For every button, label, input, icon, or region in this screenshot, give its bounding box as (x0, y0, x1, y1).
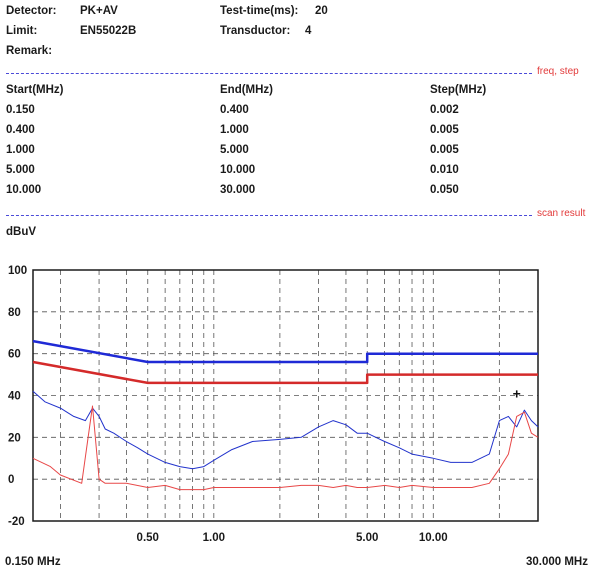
y-tick-labels: 100 80 60 40 20 0 -20 (8, 265, 27, 528)
row-step: 0.002 (430, 104, 459, 116)
y-tick-label: 0 (8, 474, 14, 486)
row-step: 0.050 (430, 184, 459, 196)
y-tick-label: 100 (8, 265, 27, 277)
emission-chart: + 100 80 60 40 20 0 -20 0.50 1.00 5.00 10.00 0.15… (5, 265, 588, 568)
chart-traces: + (32, 339, 539, 491)
freq-step-separator (6, 73, 532, 74)
row-start: 0.150 (6, 104, 35, 116)
row-step: 0.010 (430, 164, 459, 176)
freq-table-row: 5.000 10.000 0.010 (6, 164, 526, 182)
x-tick-label: 0.50 (137, 532, 159, 544)
x-end-label: 30.000 MHz (526, 556, 588, 568)
row-step: 0.005 (430, 144, 459, 156)
row-end: 0.400 (220, 104, 249, 116)
scan-result-separator (6, 215, 532, 216)
limit-av-line (32, 360, 538, 385)
y-tick-label: 20 (8, 432, 21, 444)
row-step: 0.005 (430, 124, 459, 136)
freq-table-row: 10.000 30.000 0.050 (6, 184, 526, 202)
freq-table-row: 0.400 1.000 0.005 (6, 124, 526, 142)
limit-value: EN55022B (80, 25, 137, 37)
header-step: Step(MHz) (430, 84, 487, 96)
row-end: 1.000 (220, 124, 249, 136)
row-start: 1.000 (6, 144, 35, 156)
limit-qp-line (32, 339, 538, 364)
row-start: 0.400 (6, 124, 35, 136)
detector-value: PK+AV (80, 5, 118, 17)
x-tick-label: 10.00 (419, 532, 448, 544)
x-tick-label: 1.00 (203, 532, 225, 544)
peak-trace-line (32, 390, 539, 470)
x-tick-labels: 0.50 1.00 5.00 10.00 (137, 532, 448, 544)
plot-frame (32, 269, 539, 522)
y-tick-label: 80 (8, 307, 21, 319)
peak-marker: + (513, 385, 521, 401)
y-tick-label: 60 (8, 349, 21, 361)
header-start: Start(MHz) (6, 84, 64, 96)
row-end: 30.000 (220, 184, 256, 196)
row-end: 10.000 (220, 164, 256, 176)
y-unit-label: dBuV (6, 226, 37, 238)
freq-table-header: Start(MHz) End(MHz) Step(MHz) (6, 84, 526, 102)
x-tick-label: 5.00 (356, 532, 378, 544)
testtime-value: 20 (315, 5, 328, 17)
chart-grid (33, 270, 538, 521)
x-start-label: 0.150 MHz (5, 556, 61, 568)
freq-step-label: freq, step (537, 66, 579, 77)
limit-label: Limit: (6, 25, 38, 37)
y-tick-label: -20 (8, 516, 25, 528)
average-trace-line (32, 405, 539, 491)
freq-table-row: 1.000 5.000 0.005 (6, 144, 526, 162)
transductor-label: Transductor: (220, 25, 291, 37)
freq-table-row: 0.150 0.400 0.002 (6, 104, 526, 122)
remark-label: Remark: (6, 45, 53, 57)
row-start: 10.000 (6, 184, 42, 196)
detector-label: Detector: (6, 5, 57, 17)
scan-result-label: scan result (537, 208, 586, 219)
header-end: End(MHz) (220, 84, 274, 96)
y-tick-label: 40 (8, 391, 21, 403)
row-start: 5.000 (6, 164, 35, 176)
testtime-label: Test-time(ms): (220, 5, 299, 17)
transductor-value: 4 (305, 25, 312, 37)
row-end: 5.000 (220, 144, 249, 156)
